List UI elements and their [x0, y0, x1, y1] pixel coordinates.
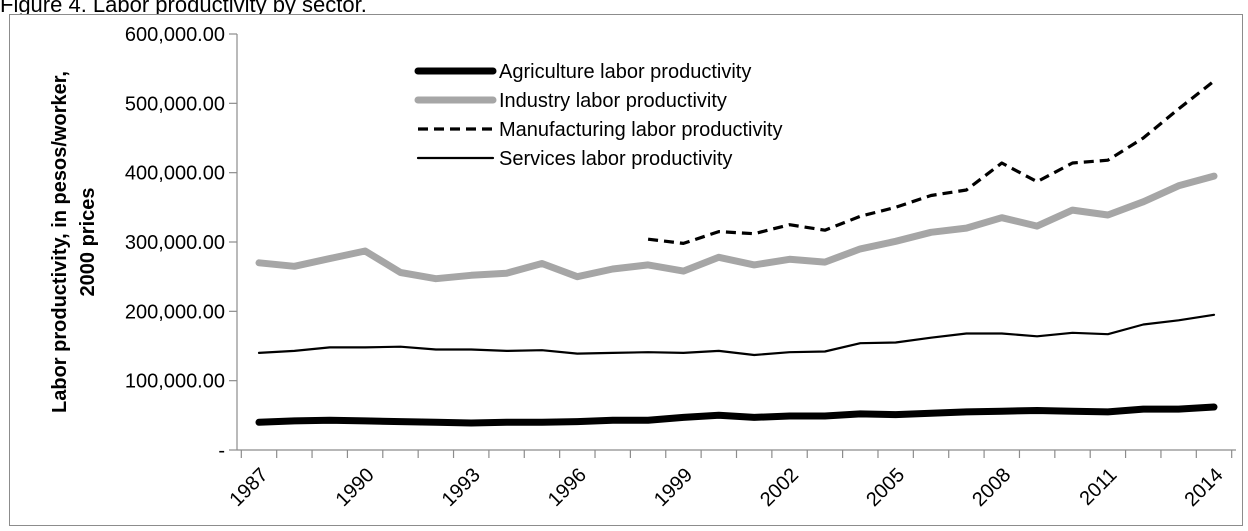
- series-line-3: [647, 79, 1215, 245]
- y-tick-label: -: [218, 440, 225, 462]
- series-lines: [255, 79, 1218, 427]
- x-tick-label: 1996: [544, 464, 591, 511]
- y-axis-label-line-2: 2000 prices: [77, 188, 99, 297]
- y-tick-label: 500,000.00: [125, 93, 225, 115]
- x-tick-label: 2011: [1075, 464, 1121, 510]
- series-line-2: [255, 172, 1218, 283]
- x-tick-label: 2002: [756, 464, 803, 511]
- y-tick-label: 300,000.00: [125, 232, 225, 254]
- y-tick-label: 600,000.00: [125, 24, 225, 46]
- x-tick-label: 2014: [1181, 464, 1228, 511]
- x-tick-label: 1999: [650, 464, 697, 511]
- legend-label: Services labor productivity: [499, 148, 732, 170]
- x-tick-label: 1990: [332, 464, 379, 511]
- x-tick-label: 2008: [968, 464, 1015, 511]
- x-tick-label: 2005: [862, 464, 909, 511]
- legend-label: Agriculture labor productivity: [499, 61, 751, 83]
- y-axis-label-line-1: Labor productivity, in pesos/worker,: [49, 71, 71, 413]
- y-axis-label: Labor productivity, in pesos/worker, 200…: [49, 71, 99, 413]
- legend-label: Industry labor productivity: [499, 90, 727, 112]
- series-line-4: [257, 313, 1216, 357]
- legend-label: Manufacturing labor productivity: [499, 119, 782, 141]
- y-tick-label: 200,000.00: [125, 301, 225, 323]
- y-tick-label: 400,000.00: [125, 163, 225, 185]
- x-tick-label: 1987: [226, 464, 273, 511]
- figure-caption: Figure 4. Labor productivity by sector.: [0, 0, 367, 17]
- y-tick-label: 100,000.00: [125, 371, 225, 393]
- x-tick-label: 1993: [438, 464, 485, 511]
- series-line-1: [255, 403, 1218, 427]
- legend: Agriculture labor productivity Industry l…: [414, 61, 782, 170]
